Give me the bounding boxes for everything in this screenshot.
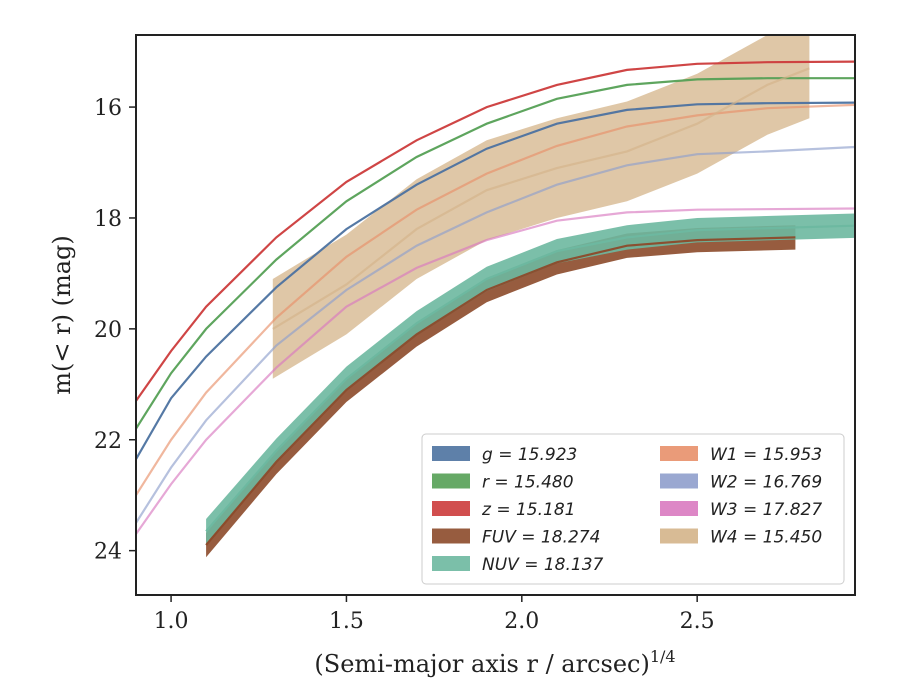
- series-line-r: [136, 77, 855, 430]
- legend-swatch-r: [432, 473, 470, 489]
- x-tick-label: 2.0: [504, 609, 539, 634]
- legend-label-nuv: NUV = 18.137: [482, 555, 604, 575]
- y-tick-label: 18: [94, 207, 122, 232]
- uncertainty-bands: [206, 35, 855, 558]
- series-line-w2: [136, 145, 855, 524]
- band-fuv: [206, 225, 796, 558]
- legend-label-w1: W1 = 15.953: [710, 445, 822, 465]
- series-line-nuv: [205, 224, 855, 532]
- y-tick-label: 24: [94, 540, 122, 565]
- series-line-w4: [272, 67, 810, 330]
- axis-ticks: 1.0 1.5 2.0 2.5 16 18 20 22 24: [94, 96, 715, 634]
- legend-swatch-z: [432, 501, 470, 516]
- y-tick-label: 22: [94, 429, 122, 454]
- legend: g = 15.923 r = 15.480 z = 15.181 FUV = 18.2…: [421, 433, 845, 585]
- legend-label-g: g = 15.923: [482, 445, 577, 465]
- plot-frame: [135, 34, 856, 596]
- legend-label-w3: W3 = 17.827: [710, 500, 822, 520]
- legend-swatch-nuv: [432, 556, 470, 571]
- series-line-fuv: [205, 236, 796, 546]
- legend-swatch-w2: [660, 473, 698, 489]
- legend-label-w2: W2 = 16.769: [710, 473, 822, 493]
- legend-label-r: r = 15.480: [482, 473, 574, 493]
- series-line-z: [136, 60, 855, 402]
- legend-swatch-w4: [660, 528, 698, 544]
- legend-swatch-fuv: [432, 528, 470, 544]
- series-lines: [136, 60, 855, 546]
- x-tick-label: 2.5: [680, 609, 715, 634]
- series-line-w1: [136, 103, 855, 496]
- legend-label-z: z = 15.181: [481, 500, 575, 520]
- band-nuv: [206, 213, 855, 544]
- series-line-g: [136, 101, 855, 460]
- legend-label-w4: W4 = 15.450: [710, 528, 822, 548]
- legend-swatch-w1: [660, 446, 698, 461]
- legend-swatch-g: [432, 446, 470, 461]
- y-tick-label: 20: [94, 318, 122, 343]
- y-axis-label: m(< r) (mag): [48, 235, 76, 394]
- series-line-w3: [136, 207, 855, 535]
- legend-box: [421, 433, 845, 585]
- band-w4: [272, 35, 810, 379]
- legend-swatch-w3: [660, 501, 698, 516]
- x-tick-label: 1.5: [329, 609, 364, 634]
- x-axis-label: (Semi-major axis r / arcsec)1/4: [314, 647, 675, 678]
- legend-label-fuv: FUV = 18.274: [482, 528, 600, 548]
- y-tick-label: 16: [94, 96, 122, 121]
- x-tick-label: 1.0: [154, 609, 189, 634]
